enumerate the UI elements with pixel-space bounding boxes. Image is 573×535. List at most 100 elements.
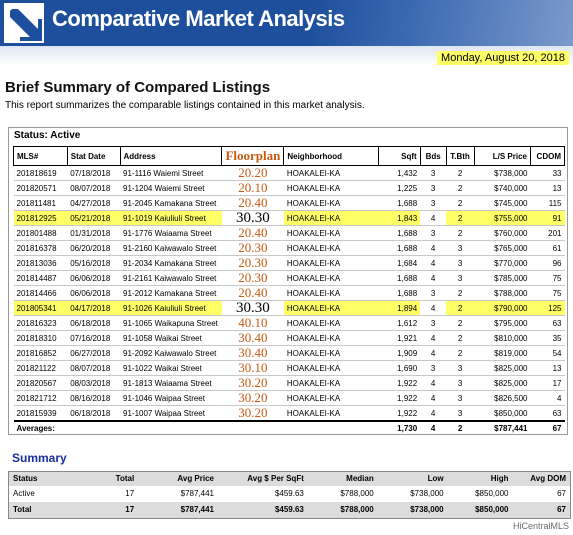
mls-number: 201816323 bbox=[13, 315, 68, 331]
list-sale-price: $819,000 bbox=[474, 345, 531, 361]
mls-number: 201821712 bbox=[13, 390, 68, 406]
listing-address: 91-1007 Waipaa Street bbox=[120, 405, 222, 422]
sqft: 1,843 bbox=[378, 210, 421, 226]
status-label: Status: Active bbox=[14, 130, 81, 141]
listing-address: 91-1026 Kaiuliuli Street bbox=[120, 300, 222, 316]
listing-row: 201814466 06/06/2018 91-2012 Kamakana Stre… bbox=[13, 285, 565, 301]
cdom: 4 bbox=[530, 390, 565, 406]
banner-shadow bbox=[0, 46, 573, 66]
summary-col-header: Median bbox=[307, 471, 378, 486]
listing-row: 201814487 06/06/2018 91-2161 Kaiwawalo Str… bbox=[13, 270, 565, 286]
neighborhood: HOAKALEI-KA bbox=[283, 210, 379, 226]
neighborhood: HOAKALEI-KA bbox=[283, 180, 379, 196]
sqft: 1,688 bbox=[378, 240, 421, 256]
total-baths: 3 bbox=[446, 360, 475, 376]
bedrooms: 4 bbox=[420, 240, 447, 256]
listing-row: 201816852 06/27/2018 91-2092 Kaiwawalo Str… bbox=[13, 345, 565, 361]
neighborhood: HOAKALEI-KA bbox=[283, 165, 379, 181]
mls-number: 201815939 bbox=[13, 405, 68, 422]
stat-date: 05/16/2018 bbox=[67, 255, 120, 271]
listing-row: 201816323 06/18/2018 91-1065 Waikapuna Str… bbox=[13, 315, 565, 331]
bedrooms: 3 bbox=[420, 180, 447, 196]
listing-address: 91-1022 Waikai Street bbox=[120, 360, 222, 376]
listing-address: 91-1058 Waikai Street bbox=[120, 330, 222, 346]
col-sqft: Sqft bbox=[378, 146, 421, 166]
sqft: 1,688 bbox=[378, 270, 421, 286]
averages-spacer bbox=[67, 420, 120, 435]
total-baths: 3 bbox=[446, 375, 475, 391]
neighborhood: HOAKALEI-KA bbox=[283, 315, 379, 331]
arrow-logo-icon bbox=[4, 3, 44, 43]
floorplan-note: 30.20 bbox=[221, 405, 284, 422]
mls-number: 201818310 bbox=[13, 330, 68, 346]
list-sale-price: $738,000 bbox=[474, 165, 531, 181]
floorplan-note: 20.30 bbox=[221, 240, 284, 256]
banner-stripe bbox=[313, 0, 573, 46]
cdom: 201 bbox=[530, 225, 565, 241]
listing-row: 201812925 05/21/2018 91-1019 Kaiuliuli Str… bbox=[13, 210, 565, 226]
cdom: 13 bbox=[530, 360, 565, 376]
floorplan-note: 20.30 bbox=[221, 270, 284, 286]
bedrooms: 4 bbox=[420, 210, 447, 226]
bedrooms: 4 bbox=[420, 255, 447, 271]
stat-date: 06/06/2018 bbox=[67, 285, 120, 301]
stat-date: 05/21/2018 bbox=[67, 210, 120, 226]
col-stat-date: Stat Date bbox=[66, 146, 121, 166]
total-baths: 2 bbox=[446, 300, 475, 316]
sqft: 1,894 bbox=[378, 300, 421, 316]
cdom: 125 bbox=[530, 300, 565, 316]
total-baths: 2 bbox=[446, 195, 475, 211]
summary-high: $850,000 bbox=[447, 501, 513, 519]
col-floorplan: Floorplan bbox=[221, 146, 285, 166]
sqft: 1,688 bbox=[378, 195, 421, 211]
list-sale-price: $770,000 bbox=[474, 255, 531, 271]
total-baths: 2 bbox=[446, 315, 475, 331]
listing-row: 201821122 08/07/2018 91-1022 Waikai Street… bbox=[13, 360, 565, 376]
list-sale-price: $826,500 bbox=[474, 390, 531, 406]
floorplan-note: 30.40 bbox=[221, 345, 284, 361]
neighborhood: HOAKALEI-KA bbox=[283, 195, 379, 211]
summary-col-header: Low bbox=[377, 471, 448, 486]
listing-address: 91-2160 Kaiwawalo Street bbox=[120, 240, 222, 256]
averages-label: Averages: bbox=[13, 420, 68, 435]
listing-address: 91-2045 Kamakana Street bbox=[120, 195, 222, 211]
mls-number: 201801488 bbox=[13, 225, 68, 241]
listing-address: 91-2034 Kamakana Street bbox=[120, 255, 222, 271]
summary-col-header: Status bbox=[8, 471, 79, 486]
summary-per-sqft: $459.63 bbox=[218, 501, 308, 519]
sqft: 1,432 bbox=[378, 165, 421, 181]
sqft: 1,690 bbox=[378, 360, 421, 376]
list-sale-price: $795,000 bbox=[474, 315, 531, 331]
neighborhood: HOAKALEI-KA bbox=[283, 390, 379, 406]
summary-median: $788,000 bbox=[340, 489, 374, 498]
stat-date: 08/07/2018 bbox=[67, 180, 120, 196]
bedrooms: 4 bbox=[420, 300, 447, 316]
floorplan-note: 40.10 bbox=[221, 315, 284, 331]
stat-date: 08/07/2018 bbox=[67, 360, 120, 376]
cdom: 13 bbox=[530, 180, 565, 196]
report-date: Monday, August 20, 2018 bbox=[437, 51, 569, 65]
sqft: 1,688 bbox=[378, 285, 421, 301]
summary-dom: 67 bbox=[557, 489, 566, 498]
cdom: 75 bbox=[530, 285, 565, 301]
summary-col-header: Avg Price bbox=[138, 471, 218, 486]
list-sale-price: $825,000 bbox=[474, 360, 531, 376]
bedrooms: 4 bbox=[420, 375, 447, 391]
listings-body: 201818619 07/18/2018 91-1116 Waiemi Street… bbox=[13, 165, 565, 435]
summary-row: Active 17 $787,441 $459.63 $788,000 $738,000 $… bbox=[9, 486, 571, 502]
floorplan-note: 20.40 bbox=[221, 195, 284, 211]
sqft: 1,225 bbox=[378, 180, 421, 196]
total-baths: 3 bbox=[446, 240, 475, 256]
total-baths: 3 bbox=[446, 270, 475, 286]
neighborhood: HOAKALEI-KA bbox=[283, 360, 379, 376]
sqft: 1,909 bbox=[378, 345, 421, 361]
mls-number: 201814487 bbox=[13, 270, 68, 286]
listing-row: 201820571 08/07/2018 91-1204 Waiemi Street… bbox=[13, 180, 565, 196]
mls-number: 201813036 bbox=[13, 255, 68, 271]
summary-body: Active 17 $787,441 $459.63 $788,000 $738,000 $… bbox=[8, 486, 571, 519]
summary-total: 17 bbox=[78, 501, 139, 519]
col-neighborhood: Neighborhood bbox=[283, 146, 380, 166]
summary-avg-price: $787,441 bbox=[138, 501, 218, 519]
summary-col-header: Avg $ Per SqFt bbox=[218, 471, 308, 486]
floorplan-note: 20.40 bbox=[221, 285, 284, 301]
